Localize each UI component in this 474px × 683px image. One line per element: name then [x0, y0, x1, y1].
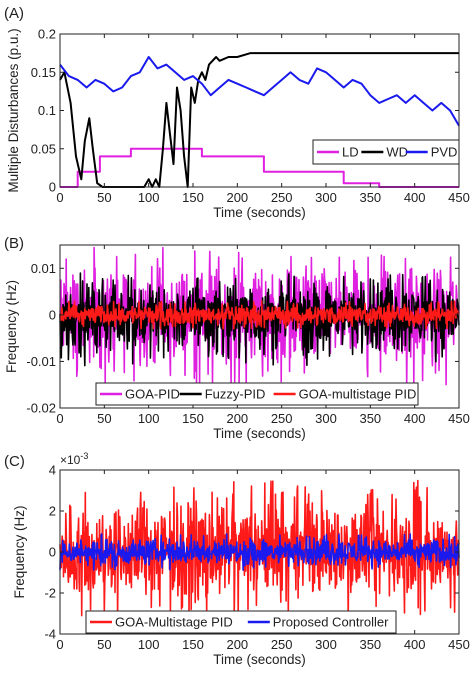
- y-tick-label: 0: [49, 307, 56, 322]
- x-tick-label: 350: [359, 190, 381, 205]
- plot-frame: [59, 244, 460, 409]
- y-axis-label: Multiple Disturbances (p.u.): [6, 28, 21, 192]
- y-tick-label: -2: [44, 586, 56, 601]
- x-tick-label: 300: [315, 637, 337, 652]
- x-axis-label: Time (seconds): [213, 426, 306, 441]
- y-tick-label: -0.01: [26, 354, 56, 369]
- x-tick-label: 100: [138, 411, 160, 426]
- x-tick-label: 250: [271, 637, 293, 652]
- x-tick-label: 50: [97, 411, 111, 426]
- x-tick-label: 150: [182, 637, 204, 652]
- x-tick-label: 400: [404, 190, 426, 205]
- y-tick-label: 0.05: [31, 141, 56, 156]
- x-tick-label: 250: [271, 190, 293, 205]
- panel-label: (B): [4, 235, 24, 252]
- legend-entry: PVD: [431, 145, 458, 160]
- x-tick-label: 350: [359, 411, 381, 426]
- legend-entry: Proposed Controller: [273, 615, 389, 630]
- x-tick-label: 450: [448, 411, 470, 426]
- y-multiplier: ×10-3: [60, 451, 88, 467]
- legend-entry: WD: [386, 145, 408, 160]
- legend-entry: Fuzzy-PID: [205, 387, 266, 402]
- x-tick-label: 300: [315, 411, 337, 426]
- legend-entry: LD: [342, 145, 359, 160]
- y-tick-label: 0.2: [38, 27, 56, 42]
- x-tick-label: 200: [226, 411, 248, 426]
- y-axis-label: Frequency (Hz): [12, 505, 27, 598]
- y-tick-label: 0: [49, 545, 56, 560]
- legend-entry: GOA-Multistage PID: [115, 615, 233, 630]
- x-tick-label: 0: [56, 411, 63, 426]
- series-line-goa-pid: [59, 246, 460, 386]
- y-axis-label: Frequency (Hz): [4, 280, 19, 373]
- legend-entry: GOA-multistage PID: [299, 387, 417, 402]
- y-tick-label: -0.02: [26, 401, 56, 416]
- panel-label: (A): [4, 5, 24, 22]
- legend-entry: GOA-PID: [125, 387, 180, 402]
- x-tick-label: 450: [448, 637, 470, 652]
- y-tick-label: 4: [49, 463, 56, 478]
- panel-label: (C): [4, 453, 25, 470]
- x-tick-label: 400: [404, 637, 426, 652]
- series-line-proposed-controller: [59, 533, 460, 571]
- legend-box: [95, 382, 419, 406]
- series-line-wd: [59, 52, 459, 188]
- x-tick-label: 150: [182, 190, 204, 205]
- x-tick-label: 200: [226, 190, 248, 205]
- x-tick-label: 200: [226, 637, 248, 652]
- x-tick-label: 100: [138, 190, 160, 205]
- x-tick-label: 150: [182, 411, 204, 426]
- x-tick-label: 350: [359, 637, 381, 652]
- y-tick-label: 0: [49, 180, 56, 195]
- x-axis-label: Time (seconds): [213, 652, 306, 667]
- series-line-pvd: [59, 56, 460, 127]
- series-line-ld: [60, 147, 459, 188]
- y-tick-label: 0.01: [31, 261, 56, 276]
- legend-box: [85, 610, 397, 634]
- x-tick-label: 50: [97, 190, 111, 205]
- x-tick-label: 0: [56, 637, 63, 652]
- x-axis-label: Time (seconds): [213, 205, 306, 220]
- x-tick-label: 0: [56, 190, 63, 205]
- x-tick-label: 400: [404, 411, 426, 426]
- y-tick-label: 0.15: [31, 65, 56, 80]
- x-tick-label: 300: [315, 190, 337, 205]
- x-tick-label: 450: [448, 190, 470, 205]
- x-tick-label: 100: [138, 637, 160, 652]
- y-tick-label: -4: [44, 627, 56, 642]
- x-tick-label: 50: [97, 637, 111, 652]
- y-tick-label: 2: [49, 504, 56, 519]
- y-tick-label: 0.1: [38, 103, 56, 118]
- series-line-goa-multistage-pid: [59, 300, 460, 330]
- x-tick-label: 250: [271, 411, 293, 426]
